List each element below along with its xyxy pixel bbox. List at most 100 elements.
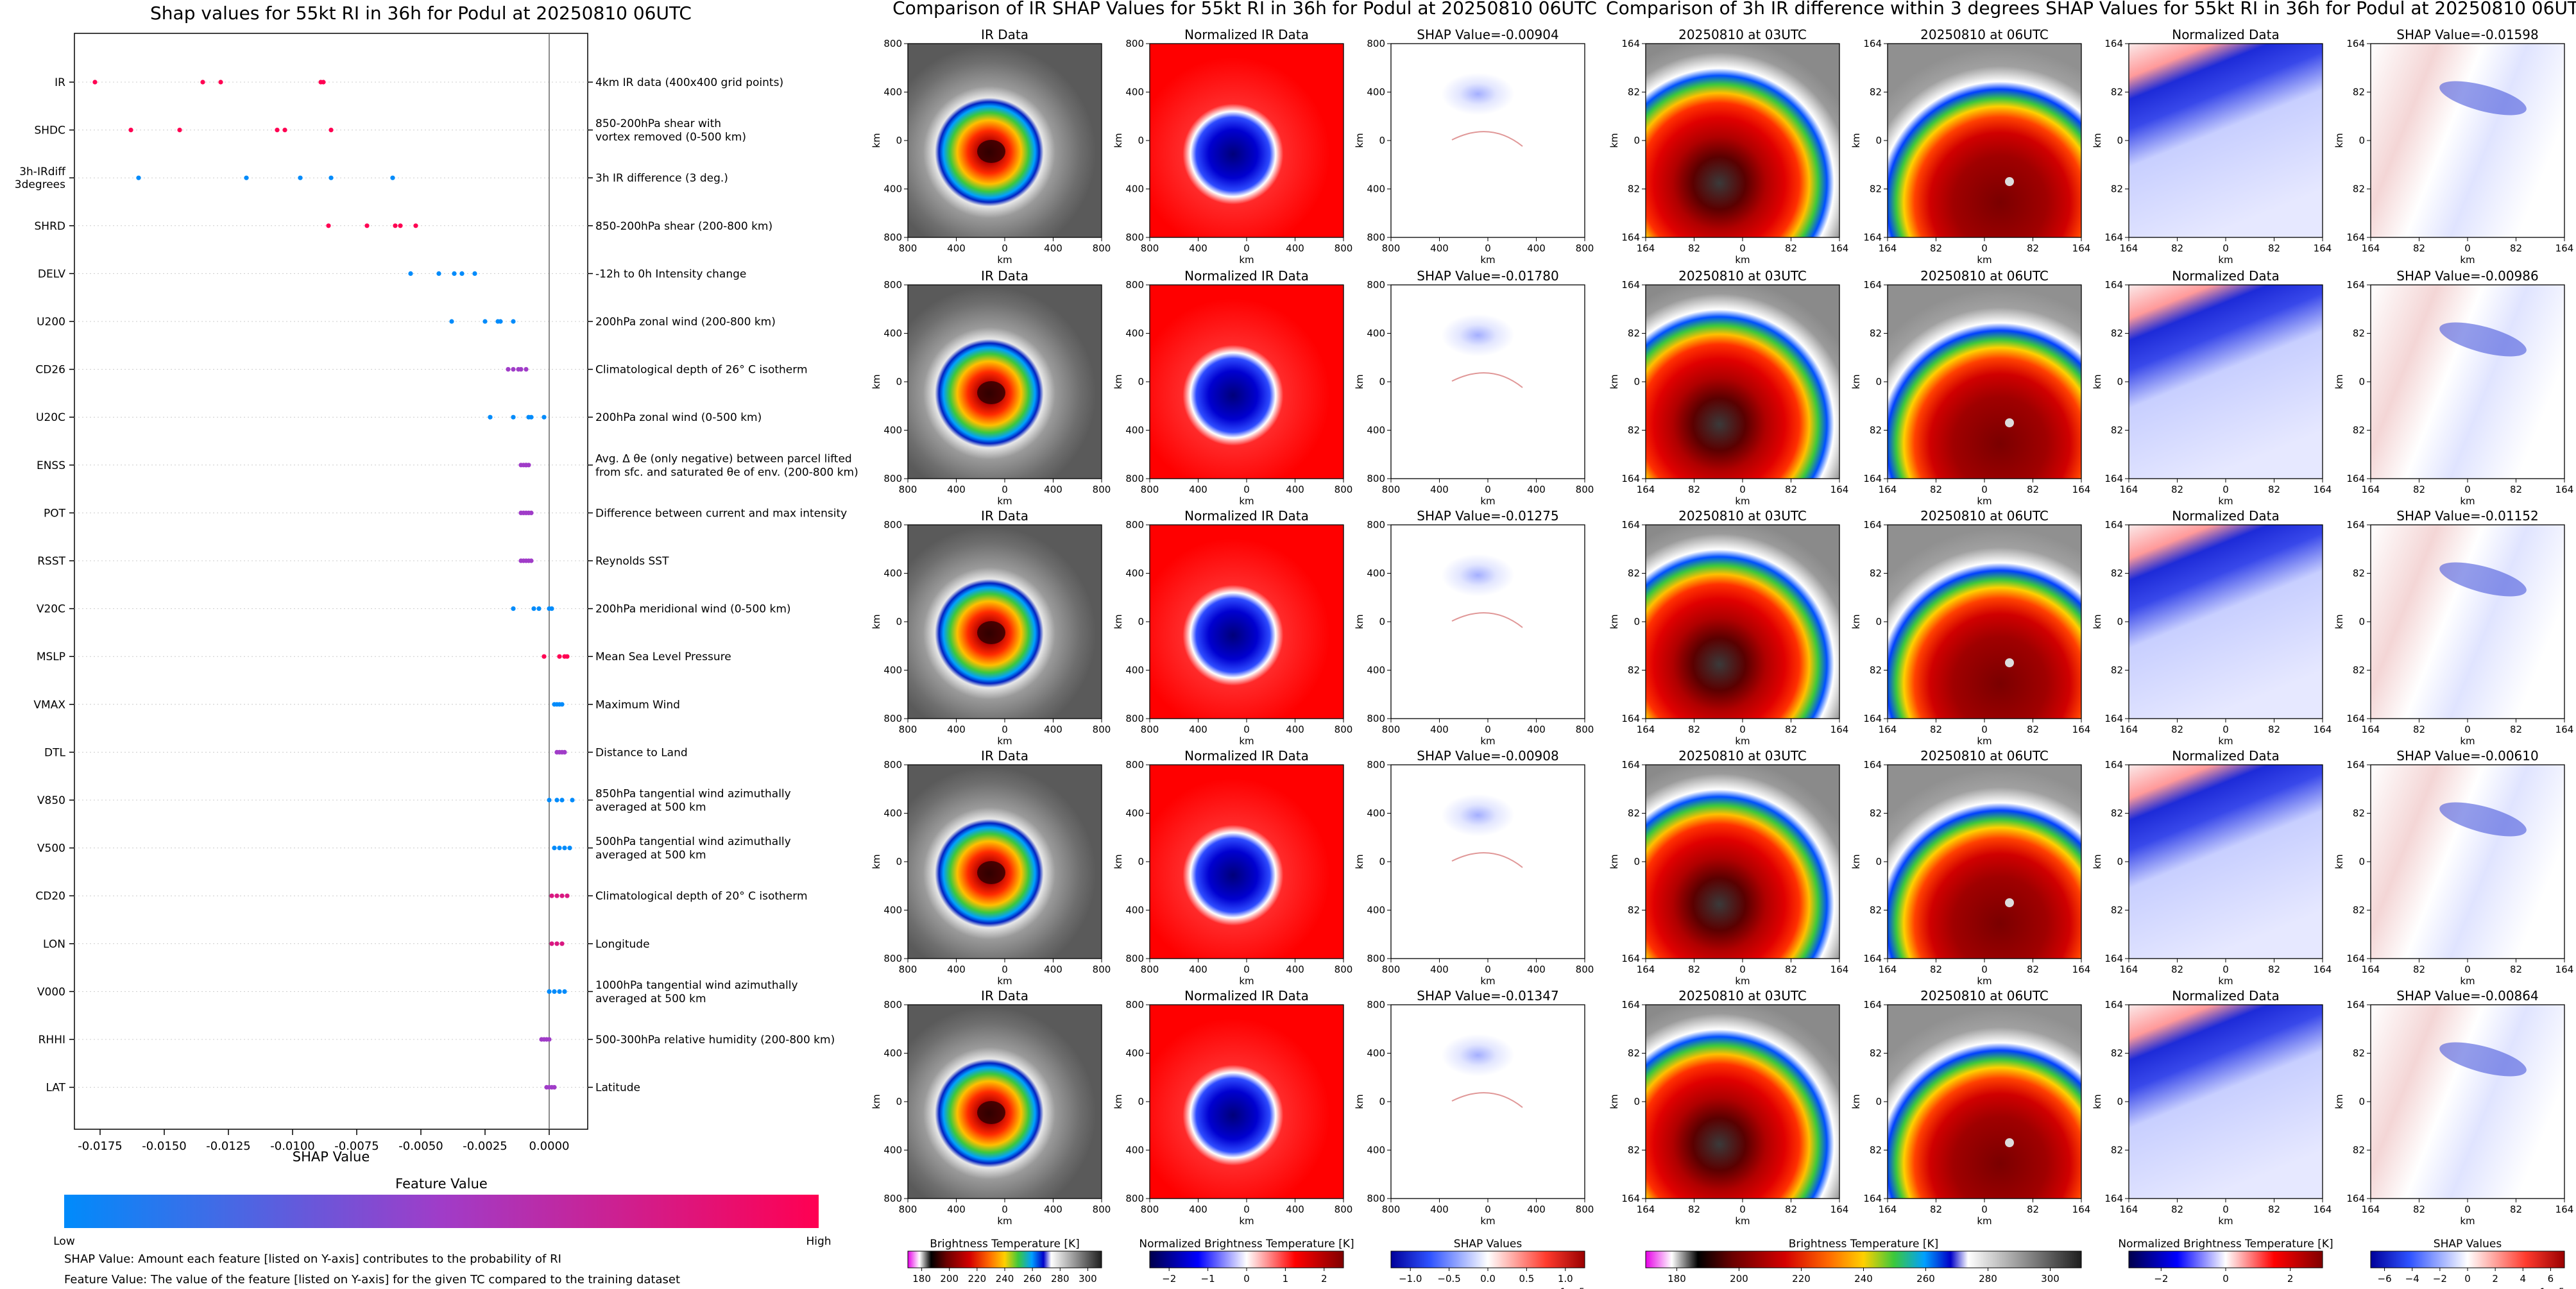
shap-blob <box>1423 551 1545 621</box>
diff-03utc-panel: 20250810 at 03UTC1641648282008282164164k… <box>1608 27 1848 266</box>
shap-point <box>298 175 303 180</box>
shap-point <box>549 941 554 946</box>
y-tick-label: 82 <box>1870 1145 1882 1156</box>
x-tick-label: 164 <box>2072 484 2091 495</box>
y-tick-label: 164 <box>2104 473 2123 484</box>
y-tick-label: 82 <box>1628 184 1640 195</box>
x-tick-label: 400 <box>1189 1204 1207 1215</box>
normalized-ir-title: Normalized IR Data <box>1184 988 1309 1003</box>
x-tick-label: 800 <box>1335 243 1353 254</box>
feature-name-label: ENSS <box>37 459 65 472</box>
x-tick-label: 400 <box>1189 964 1207 975</box>
x-axis-label: km <box>1480 495 1495 507</box>
shap-point <box>511 319 516 324</box>
beeswarm-x-axis: -0.0175 -0.0150 -0.0125 -0.0100 -0.0075 -0.00… <box>78 1129 569 1153</box>
y-axis-label: km <box>1113 1094 1124 1109</box>
shap-point <box>554 798 559 803</box>
x-tick-label: 82 <box>1785 964 1797 975</box>
ir-norm-colorbar-label: Normalized Brightness Temperature [K] <box>1139 1238 1354 1251</box>
x-tick-label: 800 <box>1141 1204 1159 1215</box>
x-tick-label: 82 <box>1688 1204 1700 1215</box>
y-tick-label: 82 <box>1870 1048 1882 1059</box>
x-tick-label: 400 <box>947 243 966 254</box>
feature-description-label: 3h IR difference (3 deg.) <box>595 172 728 185</box>
feature-name-label: LAT <box>46 1082 65 1095</box>
x-tick-label: 800 <box>1093 484 1111 495</box>
x-axis-label: km <box>2218 1215 2233 1227</box>
diff-shap-panel: SHAP Value=-0.01598164164828200828216416… <box>2333 27 2573 266</box>
x-tick-label: 0 <box>1002 243 1008 254</box>
y-tick-label: 0 <box>2358 376 2365 388</box>
y-tick-label: 800 <box>883 38 902 49</box>
storm-eye <box>2005 898 2014 907</box>
x-tick-label: 82 <box>2027 1204 2039 1215</box>
x-tick-label: 82 <box>1688 243 1700 254</box>
diff-shap-colorbar-exponent: 1e−5 <box>2540 1287 2564 1289</box>
diff-shap-image <box>2371 765 2564 959</box>
feature-name-label: CD26 <box>35 364 65 377</box>
y-tick-label: 82 <box>2111 1048 2123 1059</box>
bottom-colorbars: Brightness Temperature [K]180 200 220 240 26… <box>907 1238 2565 1289</box>
diff-shap-image <box>2371 285 2564 479</box>
shap-point <box>559 798 565 803</box>
x-tick-label: 0 <box>1243 1204 1250 1215</box>
x-tick-label: 0 <box>2222 964 2229 975</box>
y-tick-label: 164 <box>2104 38 2123 49</box>
diff-normalized-title: Normalized Data <box>2172 988 2280 1003</box>
feature-description-label: -12h to 0h Intensity change <box>595 268 746 280</box>
y-tick-label: 800 <box>883 279 902 291</box>
x-tick-label: 0 <box>2222 243 2229 254</box>
diff-shap-colorbar-tick-label: 4 <box>2520 1273 2527 1285</box>
y-tick-label: 800 <box>883 519 902 531</box>
x-tick-label: 0 <box>1002 484 1008 495</box>
ir-norm-colorbar-tick-label: −2 <box>1162 1273 1176 1285</box>
x-tick-label: 0 <box>2222 1204 2229 1215</box>
shap-point <box>398 223 403 228</box>
x-axis-label: km <box>1480 735 1495 747</box>
y-tick-label: 164 <box>1863 999 1882 1011</box>
y-axis-label: km <box>1113 374 1124 389</box>
x-tick-label: 82 <box>2268 243 2280 254</box>
feature-name-label: IR <box>55 76 65 89</box>
y-tick-label: 164 <box>1621 759 1640 771</box>
y-tick-label: 82 <box>2111 328 2123 339</box>
shap-point <box>459 271 465 276</box>
y-tick-label: 800 <box>1367 953 1385 964</box>
feature-name-label: RHHI <box>38 1034 65 1046</box>
x-tick-label: 0 <box>1981 484 1988 495</box>
x-tick-label: 82 <box>1688 964 1700 975</box>
x-tick-label: 82 <box>2027 484 2039 495</box>
x-tick-label: 82 <box>2413 724 2425 735</box>
y-tick-label: 164 <box>2346 279 2365 291</box>
y-tick-label: 82 <box>2111 665 2123 676</box>
y-tick-label: 0 <box>2358 616 2365 627</box>
y-tick-label: 0 <box>1379 376 1385 388</box>
y-tick-label: 0 <box>1875 616 1882 627</box>
y-tick-label: 400 <box>883 568 902 579</box>
y-tick-label: 82 <box>1628 425 1640 436</box>
diff-03utc-panel: 20250810 at 03UTC1641648282008282164164k… <box>1608 748 1848 987</box>
x-tick-label: -0.0075 <box>334 1140 379 1153</box>
y-tick-label: 800 <box>883 713 902 724</box>
x-tick-label: 164 <box>2072 1204 2091 1215</box>
diff-06utc-title: 20250810 at 06UTC <box>1920 508 2049 524</box>
diff-bt-colorbar-tick-label: 280 <box>1979 1273 1997 1285</box>
diff-shap-colorbar <box>2370 1251 2565 1268</box>
x-axis-label: km <box>1735 254 1750 266</box>
x-tick-label: 82 <box>2413 964 2425 975</box>
y-tick-label: 800 <box>1125 519 1144 531</box>
x-tick-label: 0 <box>1243 243 1250 254</box>
shap-point <box>542 414 547 420</box>
diff-06utc-title: 20250810 at 06UTC <box>1920 268 2049 284</box>
shap-negative-region <box>2439 562 2527 597</box>
x-tick-label: 400 <box>1527 964 1546 975</box>
x-tick-label: -0.0175 <box>78 1140 122 1153</box>
y-tick-label: 400 <box>1367 184 1385 195</box>
feature-description-label: Climatological depth of 26° C isotherm <box>595 364 808 377</box>
y-tick-label: 0 <box>1138 376 1144 388</box>
y-axis-label: km <box>2333 133 2345 148</box>
diff-shap-title: SHAP Value=-0.00864 <box>2396 988 2538 1003</box>
x-tick-label: 0 <box>1485 484 1491 495</box>
diff-normalized-panel: Normalized Data1641648282008282164164kmk… <box>2092 268 2332 507</box>
feature-description-label: Difference between current and max inten… <box>595 507 847 520</box>
